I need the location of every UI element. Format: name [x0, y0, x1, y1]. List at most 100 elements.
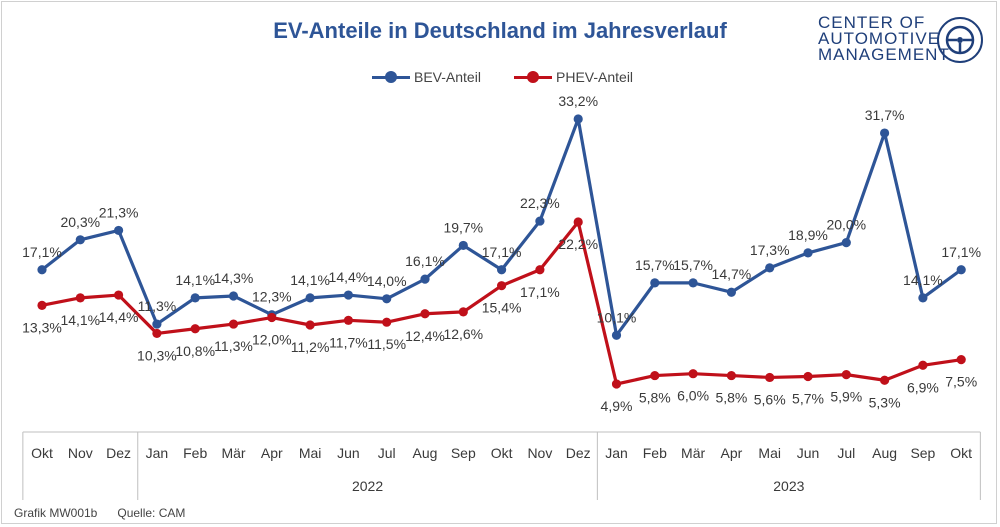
data-label-layer: 17,1%20,3%21,3%11,3%14,1%14,3%12,3%14,1%…	[22, 93, 981, 414]
series-layer	[37, 114, 966, 389]
x-tick-label: Mär	[681, 445, 705, 461]
graphic-id: Grafik MW001b	[14, 506, 98, 520]
phev-data-point	[535, 265, 545, 275]
phev-data-label: 5,6%	[754, 391, 786, 407]
phev-data-point	[343, 315, 353, 325]
bev-data-label: 14,3%	[214, 270, 254, 286]
bev-data-point	[535, 216, 545, 226]
phev-data-point	[803, 371, 813, 382]
phev-data-label: 12,6%	[443, 326, 483, 342]
x-tick-label: Jan	[605, 445, 628, 461]
phev-data-point	[765, 372, 775, 383]
phev-data-label: 6,9%	[907, 379, 939, 395]
legend-label-bev: BEV-Anteil	[414, 69, 481, 85]
bev-data-label: 10,1%	[597, 309, 637, 325]
phev-data-point	[114, 290, 124, 300]
bev-data-point	[37, 265, 47, 275]
bev-data-point	[420, 274, 430, 284]
logo-line-2: AUTOMOTIVE	[818, 29, 941, 48]
bev-data-label: 33,2%	[558, 93, 598, 109]
legend-label-phev: PHEV-Anteil	[556, 69, 634, 85]
bev-data-label: 14,4%	[329, 269, 369, 285]
x-tick-label: Aug	[872, 445, 897, 461]
bev-data-point	[343, 290, 353, 300]
bev-data-label: 17,1%	[482, 244, 522, 260]
logo-line-1: CENTER OF	[818, 13, 926, 32]
x-tick-label: Jul	[378, 445, 396, 461]
phev-data-label: 5,8%	[639, 390, 671, 406]
x-tick-label: Apr	[721, 445, 743, 461]
phev-data-label: 10,8%	[175, 343, 215, 359]
phev-data-point	[228, 319, 239, 329]
legend-swatch-phev	[514, 70, 552, 83]
bev-data-point	[726, 287, 737, 297]
x-tick-label: Feb	[183, 445, 207, 461]
bev-data-label: 14,0%	[367, 273, 407, 289]
x-tick-label: Jun	[797, 445, 820, 461]
x-tick-label: Okt	[950, 445, 972, 461]
bev-data-point	[190, 293, 200, 303]
bev-data-label: 18,9%	[788, 227, 828, 243]
phev-data-label: 11,3%	[214, 338, 253, 354]
phev-data-point	[726, 370, 737, 381]
phev-data-label: 5,7%	[792, 391, 824, 407]
steering-wheel-seal-icon	[937, 17, 983, 63]
bev-data-label: 14,1%	[903, 272, 943, 288]
bev-data-label: 20,0%	[826, 217, 866, 233]
phev-data-label: 11,2%	[291, 339, 330, 355]
bev-data-point	[382, 294, 392, 304]
phev-data-label: 22,2%	[558, 236, 598, 252]
cam-logo: CENTER OF AUTOMOTIVE MANAGEMENT	[818, 14, 988, 70]
x-tick-label: Mai	[758, 445, 781, 461]
x-tick-label: Feb	[643, 445, 667, 461]
phev-data-label: 5,9%	[830, 389, 862, 405]
bev-data-point	[497, 265, 507, 275]
legend-swatch-bev	[372, 70, 410, 83]
bev-data-label: 19,7%	[443, 219, 483, 235]
phev-data-point	[152, 328, 162, 339]
phev-data-label: 17,1%	[520, 284, 560, 300]
x-tick-label: Jan	[146, 445, 169, 461]
bev-data-label: 11,3%	[138, 298, 177, 314]
bev-data-label: 14,1%	[290, 272, 330, 288]
bev-data-point	[75, 235, 85, 245]
bev-data-point	[114, 225, 124, 236]
phev-data-point	[305, 320, 315, 330]
bev-data-label: 14,7%	[712, 266, 752, 282]
bev-data-label: 15,7%	[635, 257, 675, 273]
year-label: 2023	[773, 478, 804, 494]
bev-data-point	[688, 278, 698, 288]
source-note: Quelle: CAM	[117, 506, 186, 520]
phev-data-point	[75, 293, 85, 303]
bev-data-point	[611, 330, 622, 340]
bev-data-point	[841, 238, 851, 248]
x-tick-label: Dez	[566, 445, 591, 461]
phev-data-label: 12,0%	[252, 332, 292, 348]
axis-layer: 2022 2023 Okt Nov Dez Jan Feb Mär Apr Mai Jun Jul Au…	[22, 431, 981, 500]
x-tick-label: Mär	[221, 445, 245, 461]
x-tick-label: Aug	[413, 445, 438, 461]
x-tick-label: Nov	[68, 445, 93, 461]
phev-data-label: 11,7%	[329, 334, 368, 350]
bev-data-label: 15,7%	[673, 257, 713, 273]
bev-data-point	[803, 248, 813, 258]
phev-data-point	[918, 360, 928, 370]
bev-data-label: 16,1%	[405, 253, 445, 269]
x-tick-label: Mai	[299, 445, 322, 461]
phev-data-point	[956, 355, 966, 365]
bev-data-label: 14,1%	[175, 272, 215, 288]
x-tick-label: Nov	[527, 445, 552, 461]
phev-data-label: 5,8%	[715, 390, 747, 406]
phev-data-label: 6,0%	[677, 388, 709, 404]
phev-data-point	[611, 379, 622, 389]
phev-data-point	[37, 300, 47, 310]
phev-data-label: 4,9%	[601, 398, 633, 414]
bev-data-label: 17,3%	[750, 242, 790, 258]
x-tick-label: Okt	[31, 445, 53, 461]
bev-data-point	[918, 293, 928, 303]
bev-data-point	[573, 114, 583, 124]
phev-data-label: 12,4%	[405, 328, 445, 344]
logo-line-3: MANAGEMENT	[818, 45, 950, 64]
x-tick-label: Sep	[910, 445, 935, 461]
